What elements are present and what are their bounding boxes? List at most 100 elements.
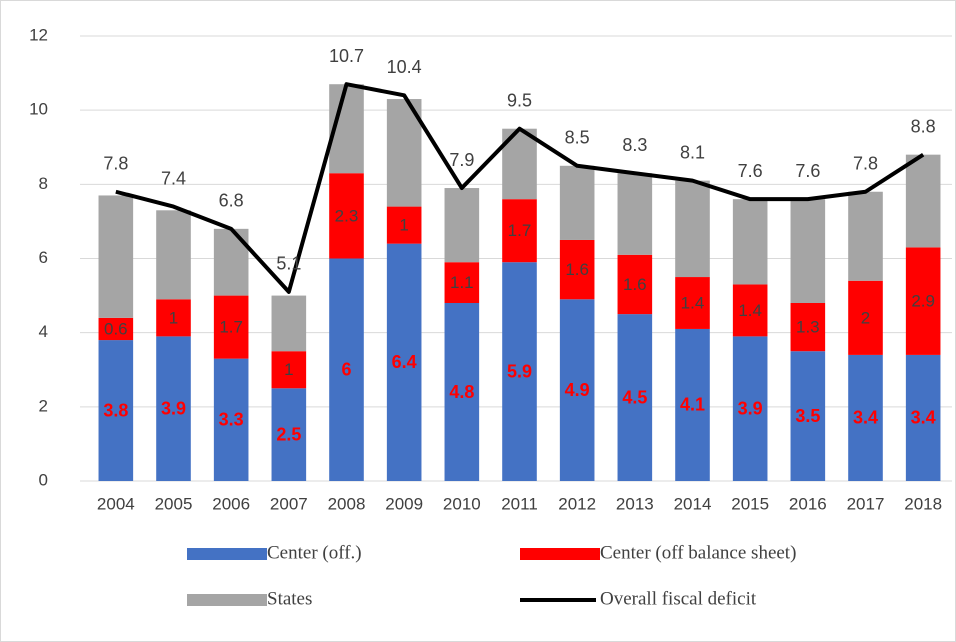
legend-label: Overall fiscal deficit [600, 588, 757, 609]
bar-segment [444, 188, 480, 263]
bar-segment [98, 195, 134, 318]
x-tick-label: 2010 [443, 494, 481, 513]
bar-segment [213, 228, 249, 296]
data-label: 10.4 [387, 57, 422, 77]
x-tick-label: 2016 [789, 494, 827, 513]
bar-segment [98, 340, 134, 481]
data-label: 1.7 [219, 318, 243, 337]
bar-segment [502, 199, 537, 263]
bar-segment [848, 191, 883, 281]
bar-segment [905, 154, 941, 248]
x-tick-label: 2012 [558, 494, 596, 513]
line [115, 82, 925, 294]
x-tick-label: 2005 [155, 494, 193, 513]
bar-segment [156, 210, 191, 300]
x-tick-label: 2007 [270, 494, 308, 513]
bar-segment [559, 239, 595, 300]
data-label: 6.4 [392, 352, 417, 372]
data-label: 2.9 [911, 292, 935, 311]
data-label: 2 [861, 308, 870, 327]
bar-segment [156, 336, 191, 481]
bar-segment [790, 303, 826, 352]
data-label: 1.1 [450, 273, 474, 292]
data-label: 1 [169, 308, 178, 327]
data-label: 8.8 [911, 116, 936, 136]
data-label: 8.3 [622, 135, 647, 155]
x-tick-label: 2015 [731, 494, 769, 513]
data-label: 3.5 [795, 406, 820, 426]
bar-segment [732, 199, 768, 285]
data-label: 1.7 [508, 221, 532, 240]
bar-segment [790, 351, 826, 481]
bar-segment [386, 206, 422, 244]
data-label: 6 [341, 360, 351, 380]
data-label: 0.6 [104, 319, 128, 338]
bar-segment [156, 299, 191, 337]
data-label: 1.6 [565, 260, 589, 279]
data-label: 3.4 [853, 408, 878, 428]
y-tick-label: 4 [39, 322, 48, 341]
data-label: 4.1 [680, 395, 705, 415]
bar-segment [329, 173, 364, 259]
legend-label: Center (off balance sheet) [600, 542, 796, 563]
data-label: 9.5 [507, 90, 532, 110]
bar-segment [617, 173, 653, 255]
bar-segment [213, 295, 249, 359]
bar-segment [905, 247, 941, 355]
x-tick-label: 2013 [616, 494, 654, 513]
data-label: 7.8 [103, 154, 128, 174]
x-tick-label: 2004 [97, 494, 135, 513]
data-label: 3.4 [911, 408, 936, 428]
bar-segment [905, 354, 941, 481]
data-label: 3.9 [161, 398, 186, 418]
bar-segment [675, 277, 710, 329]
data-label: 7.6 [738, 161, 763, 181]
bar-segment [559, 299, 595, 481]
data-label: 5.1 [276, 254, 301, 274]
data-label: 2.3 [335, 206, 359, 225]
bar-segment [848, 354, 883, 481]
bar-segment [444, 303, 480, 481]
legend-label: States [267, 588, 312, 609]
x-tick-label: 2018 [904, 494, 942, 513]
data-label: 3.3 [219, 410, 244, 430]
data-label: 8.5 [565, 128, 590, 148]
x-tick-label: 2006 [212, 494, 250, 513]
data-label: 1 [284, 360, 293, 379]
bar-segment [732, 336, 768, 481]
bar-segment [790, 199, 826, 303]
data-label: 1.3 [796, 318, 820, 337]
data-label: 7.4 [161, 168, 186, 188]
bar-segment [617, 254, 653, 315]
y-tick-label: 10 [29, 100, 48, 119]
bar-segment [271, 295, 307, 352]
bar-segment [502, 262, 537, 481]
legend-swatch [187, 594, 267, 606]
y-tick-label: 12 [29, 25, 48, 44]
bar-segment [213, 358, 249, 481]
legend-swatch [187, 548, 267, 560]
data-label: 5.9 [507, 361, 532, 381]
bar-segment [271, 351, 307, 389]
data-label: 4.9 [565, 380, 590, 400]
data-label: 7.8 [853, 154, 878, 174]
data-label: 1.4 [738, 301, 762, 320]
data-label: 8.1 [680, 142, 705, 162]
x-tick-label: 2017 [847, 494, 885, 513]
data-label: 3.8 [103, 400, 128, 420]
y-tick-label: 0 [39, 470, 48, 489]
data-label: 4.8 [449, 382, 474, 402]
y-tick-label: 2 [39, 396, 48, 415]
data-label: 6.8 [219, 191, 244, 211]
data-label: 2.5 [276, 424, 301, 444]
x-tick-label: 2014 [674, 494, 712, 513]
bar-segment [98, 317, 134, 341]
y-tick-label: 8 [39, 174, 48, 193]
bar-segment [271, 388, 307, 481]
data-label: 1.6 [623, 275, 647, 294]
bar-segment [617, 314, 653, 481]
bar-segment [559, 165, 595, 240]
bar-segment [848, 280, 883, 355]
bar-segment [386, 243, 422, 481]
